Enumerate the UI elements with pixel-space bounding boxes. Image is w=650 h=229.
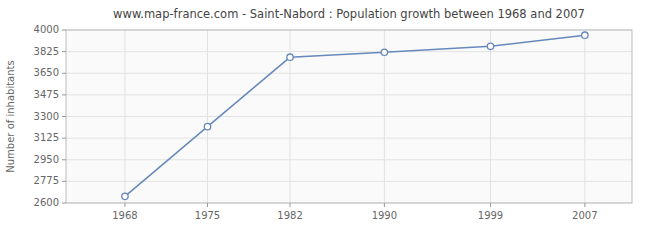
y-tick-label: 3650 bbox=[34, 67, 59, 78]
y-tick-label: 4000 bbox=[34, 24, 59, 35]
population-line bbox=[125, 35, 585, 196]
x-grid-line bbox=[124, 30, 125, 203]
y-tick bbox=[62, 73, 66, 74]
x-tick bbox=[290, 203, 291, 207]
chart-svg: 2600 2775 2950 3125 3300 3475 3650 3825 4000 1968… bbox=[0, 0, 650, 229]
x-tick bbox=[584, 203, 585, 207]
y-tick-label: 3825 bbox=[34, 46, 59, 57]
y-tick bbox=[62, 116, 66, 117]
y-tick bbox=[62, 159, 66, 160]
y-tick-label: 2950 bbox=[34, 154, 59, 165]
y-tick-label: 3125 bbox=[34, 132, 59, 143]
chart-container: 2600 2775 2950 3125 3300 3475 3650 3825 4000 1968… bbox=[0, 0, 650, 229]
grid bbox=[66, 30, 632, 203]
y-tick bbox=[62, 51, 66, 52]
axes: 2600 2775 2950 3125 3300 3475 3650 3825 4000 1968… bbox=[34, 24, 598, 221]
x-grid-line bbox=[584, 30, 585, 203]
x-tick bbox=[124, 203, 125, 207]
y-tick bbox=[62, 138, 66, 139]
data-point bbox=[487, 43, 493, 49]
x-tick bbox=[490, 203, 491, 207]
data-point bbox=[287, 54, 293, 60]
y-grid-line bbox=[66, 116, 632, 117]
x-grid-line bbox=[490, 30, 491, 203]
data-layer bbox=[122, 32, 588, 200]
plot-frame bbox=[66, 30, 632, 203]
data-point bbox=[204, 123, 210, 129]
y-tick-label: 3300 bbox=[34, 111, 59, 122]
background bbox=[0, 0, 650, 229]
y-grid-line bbox=[66, 94, 632, 95]
y-grid-line bbox=[66, 51, 632, 52]
y-tick bbox=[62, 94, 66, 95]
y-grid-line bbox=[66, 159, 632, 160]
y-tick-label: 2600 bbox=[34, 197, 59, 208]
x-tick-label: 1999 bbox=[478, 210, 503, 221]
plot-background bbox=[66, 30, 632, 203]
y-axis-label: Number of inhabitants bbox=[5, 60, 16, 172]
data-point bbox=[381, 49, 387, 55]
y-grid-line bbox=[66, 181, 632, 182]
chart-title: www.map-france.com - Saint-Nabord : Popu… bbox=[113, 7, 585, 21]
y-tick-label: 3475 bbox=[34, 89, 59, 100]
y-grid-line bbox=[66, 138, 632, 139]
data-point bbox=[122, 193, 128, 199]
x-tick bbox=[207, 203, 208, 207]
x-tick-label: 2007 bbox=[572, 210, 597, 221]
x-tick-label: 1968 bbox=[112, 210, 137, 221]
y-tick bbox=[62, 30, 66, 31]
x-grid-line bbox=[207, 30, 208, 203]
y-tick bbox=[62, 181, 66, 182]
y-tick bbox=[62, 203, 66, 204]
x-tick-label: 1990 bbox=[372, 210, 397, 221]
y-tick-label: 2775 bbox=[34, 175, 59, 186]
x-tick bbox=[384, 203, 385, 207]
y-grid-line bbox=[66, 73, 632, 74]
x-tick-label: 1982 bbox=[277, 210, 302, 221]
data-point bbox=[582, 32, 588, 38]
x-tick-label: 1975 bbox=[195, 210, 220, 221]
